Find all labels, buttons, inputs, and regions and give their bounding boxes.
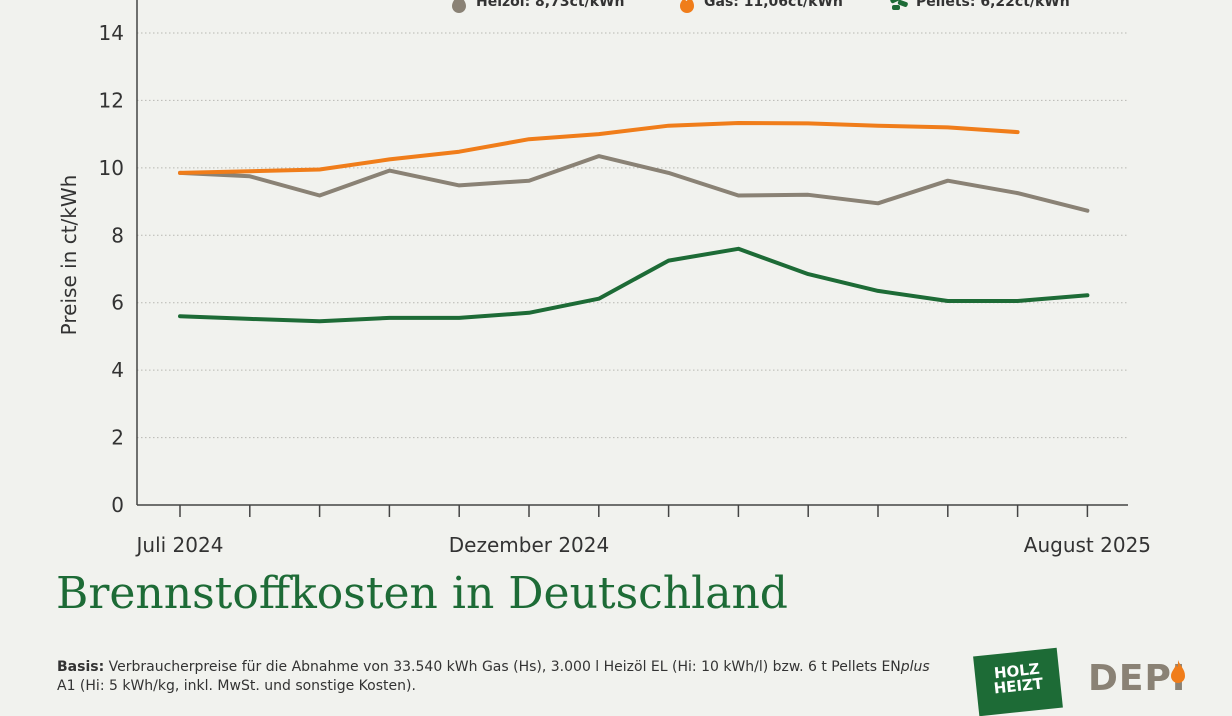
- series-line-heizl: [178, 154, 1090, 213]
- y-axis-label: Preise in ct/kWh: [57, 175, 81, 336]
- footnote-label: Basis:: [57, 659, 105, 675]
- y-tick-label: 14: [99, 21, 124, 45]
- footnote: Basis: Verbraucherpreise für die Abnahme…: [57, 658, 947, 696]
- pellets-icon: [890, 0, 908, 10]
- y-tick-label: 0: [111, 493, 124, 517]
- oil-drop-icon: [452, 0, 466, 13]
- legend-label-gas: Gas: 11,06ct/kWh: [704, 0, 843, 10]
- series-line-pellets: [178, 246, 1090, 324]
- x-tick-label: August 2025: [1024, 533, 1151, 557]
- series-line-gas: [178, 121, 1020, 175]
- legend-label-heizoel: Heizöl: 8,73ct/kWh: [476, 0, 625, 10]
- x-axis: Juli 2024 Dezember 2024 August 2025: [135, 0, 1151, 557]
- legend-item-pellets: Pellets: 6,22ct/kWh: [888, 0, 1070, 13]
- y-tick-label: 10: [99, 156, 124, 180]
- y-axis-ticks: 0 2 4 6 8 10 12 14: [99, 21, 124, 517]
- holz-logo-text: HOLZ HEIZT: [992, 659, 1044, 698]
- chart: 0 2 4 6 8 10 12 14 Juli 2024 Dezember 2024 August…: [57, 0, 1151, 557]
- legend-item-heizoel: Heizöl: 8,73ct/kWh: [448, 0, 624, 13]
- y-tick-label: 12: [99, 88, 124, 112]
- depi-flame-icon: [1171, 660, 1185, 683]
- holz-heizt-logo: HOLZ HEIZT: [973, 647, 1063, 716]
- footnote-text: Verbraucherpreise für die Abnahme von 33…: [108, 659, 901, 675]
- legend-label-pellets: Pellets: 6,22ct/kWh: [916, 0, 1070, 10]
- flame-icon: [680, 0, 694, 13]
- y-tick-label: 8: [111, 223, 124, 247]
- footnote-italic: plus: [900, 659, 930, 675]
- chart-grid: [137, 32, 1128, 439]
- legend-item-gas: Gas: 11,06ct/kWh: [676, 0, 843, 13]
- y-tick-label: 4: [111, 358, 124, 382]
- chart-series: [178, 121, 1090, 324]
- chart-legend: Heizöl: 8,73ct/kWh Gas: 11,06ct/kWh Pell…: [0, 0, 1232, 13]
- y-tick-label: 6: [111, 291, 124, 315]
- depi-logo: DEPI: [1088, 658, 1187, 699]
- footnote-text-2: A1 (Hi: 5 kWh/kg, inkl. MwSt. und sonsti…: [57, 678, 416, 694]
- x-tick-label: Dezember 2024: [449, 533, 609, 557]
- chart-title: Brennstoffkosten in Deutschland: [56, 568, 788, 619]
- y-tick-label: 2: [111, 426, 124, 450]
- x-tick-label: Juli 2024: [135, 533, 224, 557]
